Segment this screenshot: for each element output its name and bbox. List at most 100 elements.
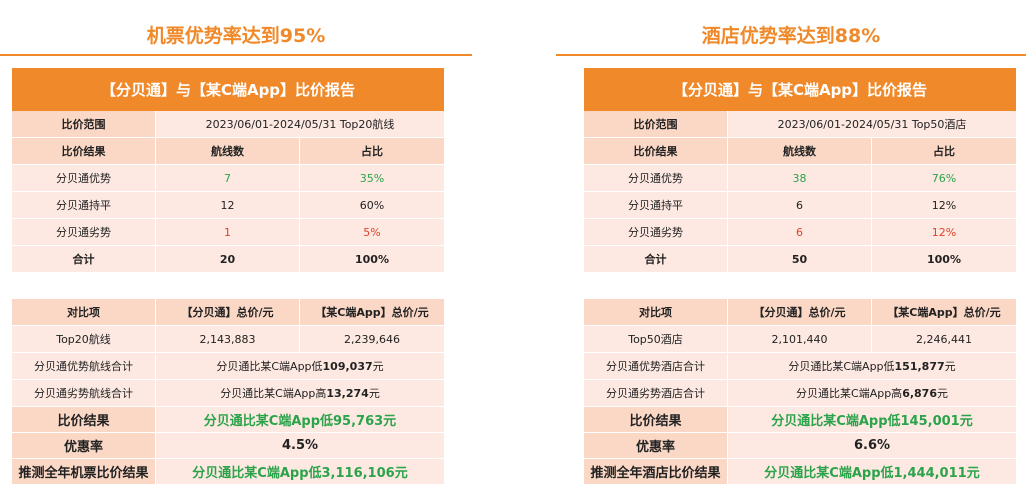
- report-title: 【分贝通】与【某C端App】比价报告: [12, 68, 444, 111]
- dis-label: 分贝通劣势酒店合计: [584, 380, 728, 406]
- row-count: 7: [156, 165, 300, 191]
- adv-suffix: 元: [372, 360, 384, 373]
- adv-prefix: 分贝通比某C端App低: [216, 360, 323, 373]
- adv-value-cell: 分贝通比某C端App低 109,037 元: [156, 353, 444, 379]
- adv-value: 109,037: [322, 359, 373, 373]
- table-row: 合计 50 100%: [584, 246, 1016, 273]
- dis-value-cell: 分贝通比某C端App高 13,274 元: [156, 380, 444, 406]
- result-label: 比价结果: [12, 407, 156, 432]
- annual-value: 分贝通比某C端App低1,444,011元: [728, 459, 1016, 484]
- row-pct: 60%: [359, 198, 385, 212]
- row-label: 分贝通劣势: [12, 219, 156, 245]
- table-row: 分贝通劣势酒店合计 分贝通比某C端App高 6,876 元: [584, 380, 1016, 407]
- compare-label: Top50酒店: [584, 326, 728, 352]
- table-row: 推测全年机票比价结果 分贝通比某C端App低3,116,106元: [12, 459, 444, 485]
- adv-value-cell: 分贝通比某C端App低 151,877 元: [728, 353, 1016, 379]
- result-value: 分贝通比某C端App低95,763元: [156, 407, 444, 432]
- dis-value: 13,274: [326, 386, 369, 400]
- adv-prefix: 分贝通比某C端App低: [788, 360, 895, 373]
- dis-suffix: 元: [936, 387, 948, 400]
- table-row: 分贝通劣势 1 5%: [12, 219, 444, 246]
- header-count: 航线数: [728, 138, 872, 164]
- adv-suffix: 元: [944, 360, 956, 373]
- header-result: 比价结果: [12, 138, 156, 164]
- table-row: 优惠率 6.6%: [584, 433, 1016, 459]
- range-value: 2023/06/01-2024/05/31 Top20航线: [156, 111, 444, 137]
- table-row: 比价结果 分贝通比某C端App低145,001元: [584, 407, 1016, 433]
- row-count: 6: [728, 192, 872, 218]
- flight-summary-table: 【分贝通】与【某C端App】比价报告 比价范围 2023/06/01-2024/…: [12, 68, 444, 273]
- header-pct: 占比: [933, 145, 955, 158]
- rate-label: 优惠率: [12, 433, 156, 458]
- table-row: 分贝通优势 38 76%: [584, 165, 1016, 192]
- range-label: 比价范围: [584, 111, 728, 137]
- flight-heading: 机票优势率达到95%: [0, 0, 472, 56]
- hotel-heading: 酒店优势率达到88%: [556, 0, 1026, 56]
- row-pct: 100%: [927, 252, 961, 266]
- row-label: 合计: [584, 246, 728, 272]
- dis-suffix: 元: [368, 387, 380, 400]
- header-count: 航线数: [156, 138, 300, 164]
- adv-value: 151,877: [894, 359, 945, 373]
- table-row: 分贝通优势酒店合计 分贝通比某C端App低 151,877 元: [584, 353, 1016, 380]
- row-label: 合计: [12, 246, 156, 272]
- table-row: 推测全年酒店比价结果 分贝通比某C端App低1,444,011元: [584, 459, 1016, 485]
- dis-value-cell: 分贝通比某C端App高 6,876 元: [728, 380, 1016, 406]
- compare-b: 2,239,646: [344, 332, 400, 346]
- row-pct: 100%: [355, 252, 389, 266]
- row-count: 1: [156, 219, 300, 245]
- table-row: 分贝通优势航线合计 分贝通比某C端App低 109,037 元: [12, 353, 444, 380]
- compare-header-a: 【分贝通】总价/元: [728, 299, 872, 325]
- row-pct: 35%: [359, 171, 385, 185]
- annual-label: 推测全年酒店比价结果: [584, 459, 728, 484]
- adv-label: 分贝通优势航线合计: [12, 353, 156, 379]
- table-row: 分贝通劣势航线合计 分贝通比某C端App高 13,274 元: [12, 380, 444, 407]
- compare-header-a: 【分贝通】总价/元: [156, 299, 300, 325]
- rate-value: 4.5%: [156, 433, 444, 458]
- hotel-compare-table: 对比项 【分贝通】总价/元 【某C端App】总价/元 Top50酒店 2,101…: [584, 299, 1016, 485]
- header-result: 比价结果: [584, 138, 728, 164]
- row-pct: 12%: [931, 198, 957, 212]
- row-count: 38: [728, 165, 872, 191]
- row-label: 分贝通劣势: [584, 219, 728, 245]
- table-row: 合计 20 100%: [12, 246, 444, 273]
- header-pct: 占比: [361, 145, 383, 158]
- row-count: 6: [728, 219, 872, 245]
- row-pct: 12%: [931, 225, 957, 239]
- result-label: 比价结果: [584, 407, 728, 432]
- row-label: 分贝通优势: [12, 165, 156, 191]
- row-count: 12: [156, 192, 300, 218]
- table-row: 分贝通持平 6 12%: [584, 192, 1016, 219]
- adv-label: 分贝通优势酒店合计: [584, 353, 728, 379]
- dis-prefix: 分贝通比某C端App高: [796, 387, 903, 400]
- row-pct: 76%: [931, 171, 957, 185]
- hotel-summary-table: 【分贝通】与【某C端App】比价报告 比价范围 2023/06/01-2024/…: [584, 68, 1016, 273]
- compare-header-item: 对比项: [12, 299, 156, 325]
- range-label: 比价范围: [12, 111, 156, 137]
- table-row: 分贝通优势 7 35%: [12, 165, 444, 192]
- dis-prefix: 分贝通比某C端App高: [220, 387, 327, 400]
- compare-header-item: 对比项: [584, 299, 728, 325]
- compare-header-b: 【某C端App】总价/元: [887, 306, 1001, 319]
- dis-value: 6,876: [902, 386, 937, 400]
- report-title: 【分贝通】与【某C端App】比价报告: [584, 68, 1016, 111]
- row-count: 50: [728, 246, 872, 272]
- table-row: Top20航线 2,143,883 2,239,646: [12, 326, 444, 353]
- compare-b: 2,246,441: [916, 332, 972, 346]
- row-label: 分贝通持平: [12, 192, 156, 218]
- row-label: 分贝通持平: [584, 192, 728, 218]
- table-row: 优惠率 4.5%: [12, 433, 444, 459]
- row-pct: 5%: [363, 225, 381, 239]
- compare-a: 2,143,883: [156, 326, 300, 352]
- annual-label: 推测全年机票比价结果: [12, 459, 156, 484]
- row-count: 20: [156, 246, 300, 272]
- compare-a: 2,101,440: [728, 326, 872, 352]
- table-row: Top50酒店 2,101,440 2,246,441: [584, 326, 1016, 353]
- result-value: 分贝通比某C端App低145,001元: [728, 407, 1016, 432]
- rate-label: 优惠率: [584, 433, 728, 458]
- annual-value: 分贝通比某C端App低3,116,106元: [156, 459, 444, 484]
- flight-panel: 机票优势率达到95% 【分贝通】与【某C端App】比价报告 比价范围 2023/…: [0, 0, 472, 485]
- range-value: 2023/06/01-2024/05/31 Top50酒店: [728, 111, 1016, 137]
- table-row: 分贝通劣势 6 12%: [584, 219, 1016, 246]
- compare-header-b: 【某C端App】总价/元: [315, 306, 429, 319]
